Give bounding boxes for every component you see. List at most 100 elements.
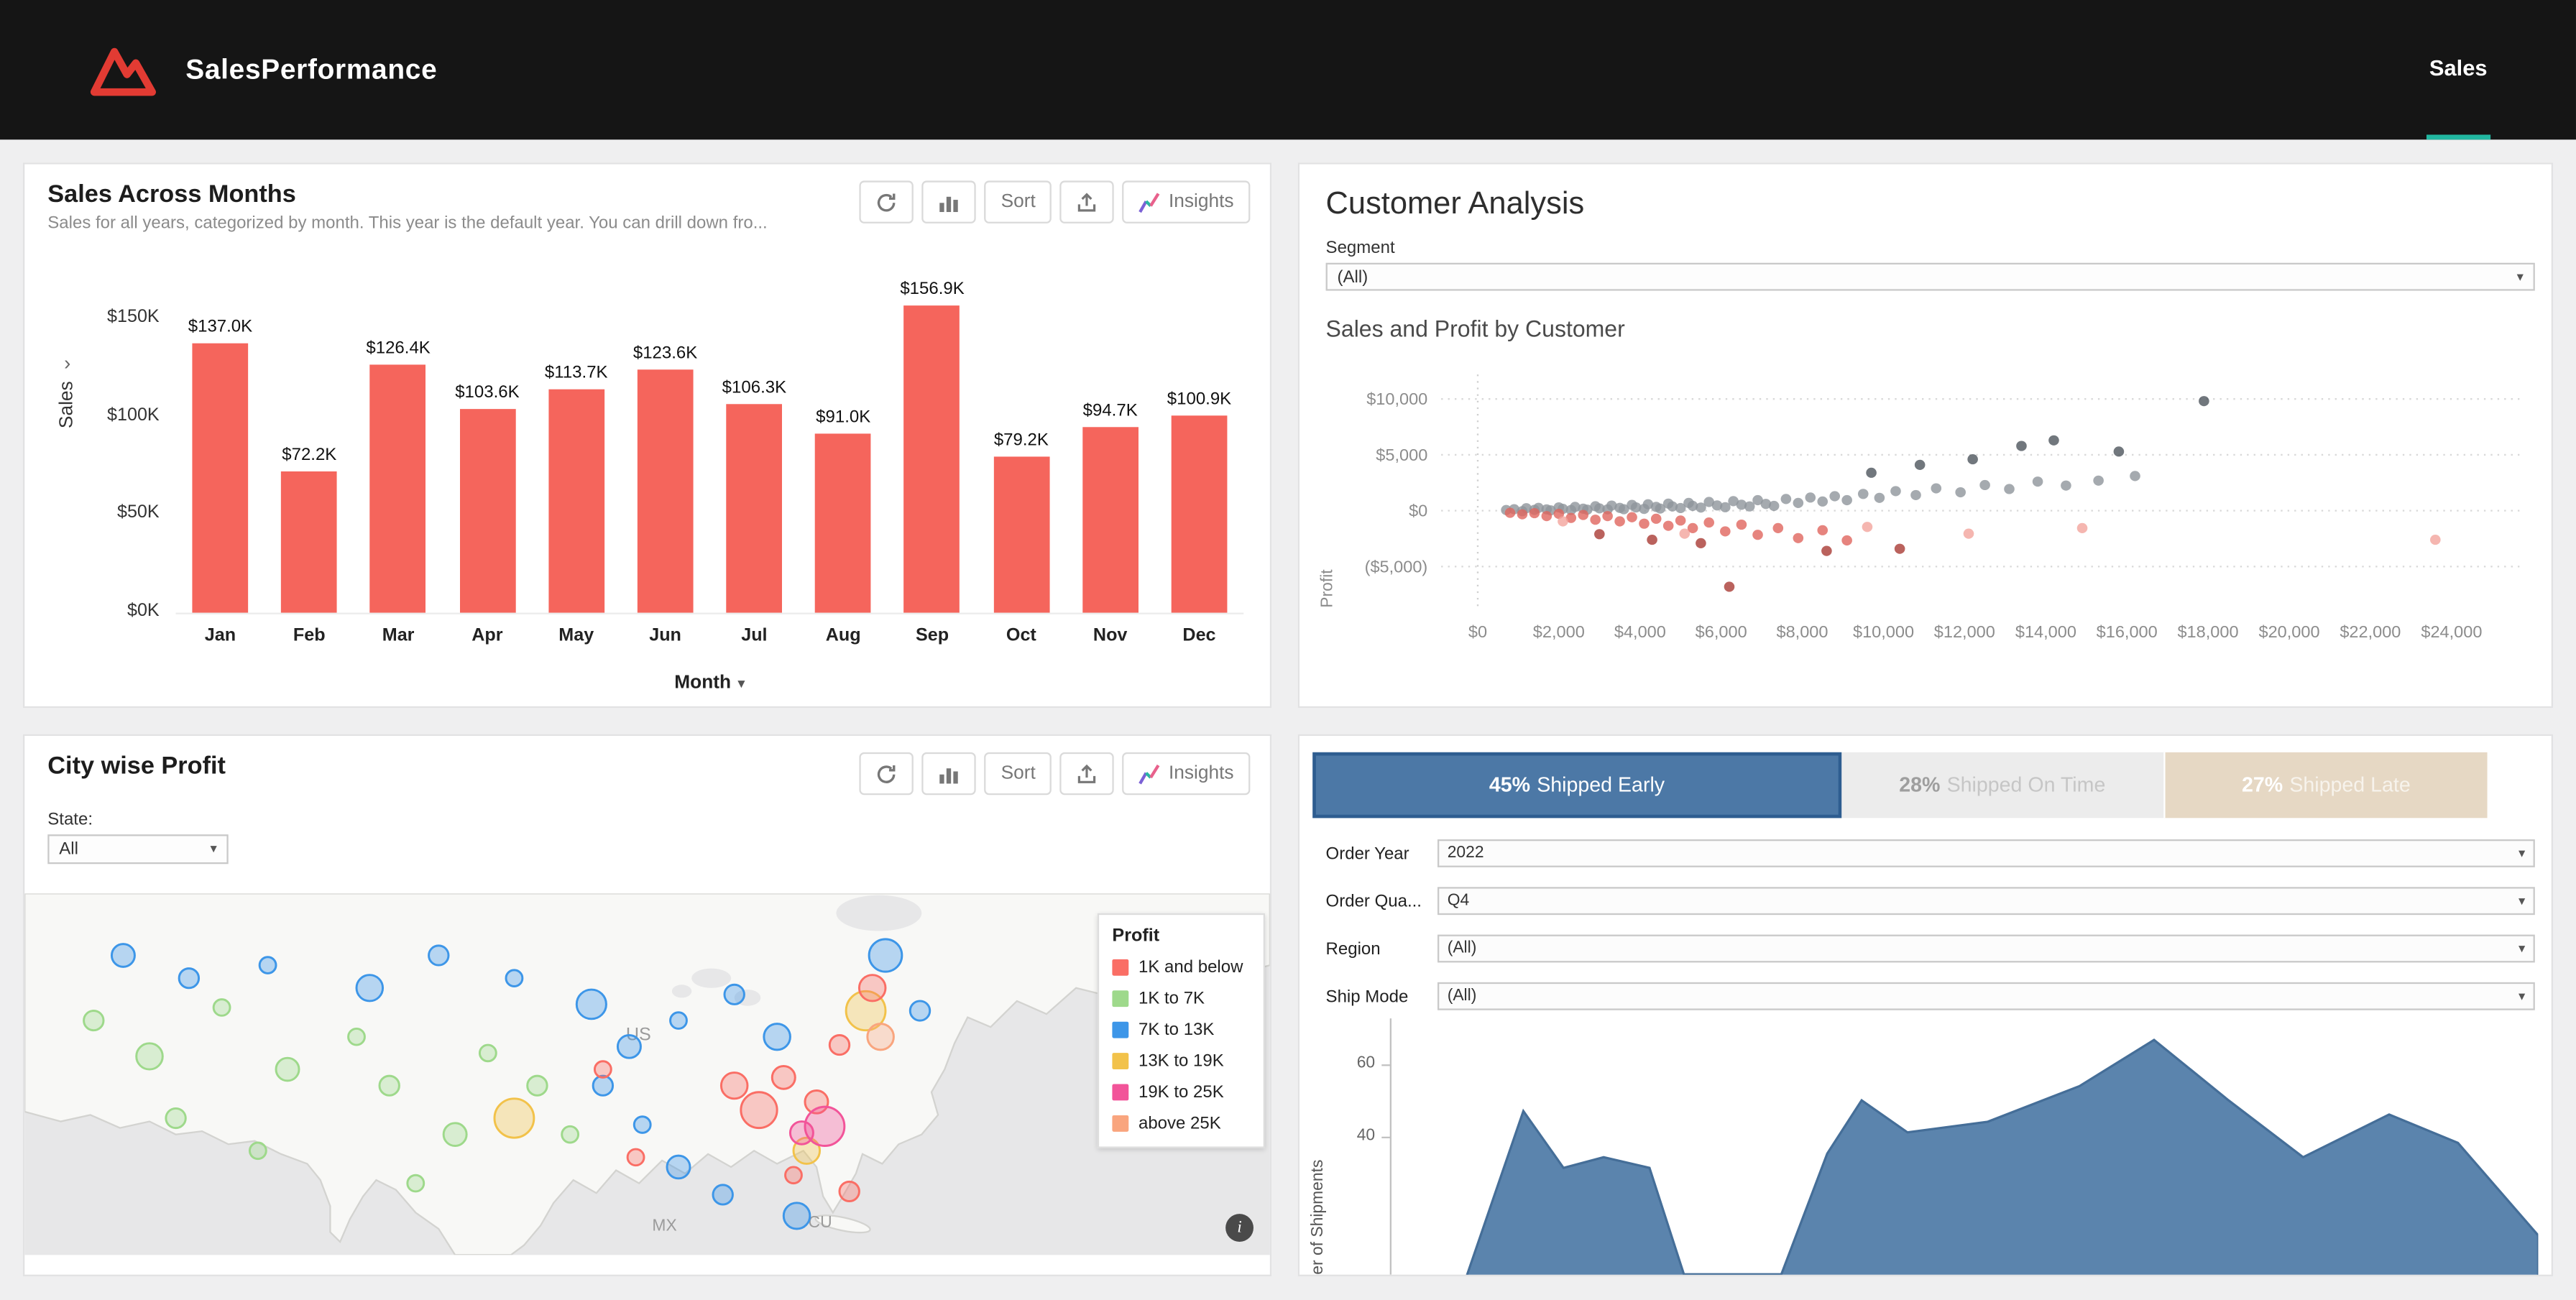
city-bubble[interactable] (355, 974, 385, 1002)
state-dropdown[interactable]: All ▾ (47, 834, 229, 865)
scatter-point[interactable] (1874, 492, 1885, 503)
city-bubble[interactable] (838, 1180, 860, 1202)
city-bubble[interactable] (561, 1125, 580, 1144)
filter-dropdown-order-year[interactable]: 2022 ▾ (1437, 839, 2535, 867)
legend-item[interactable]: 7K to 13K (1112, 1020, 1250, 1040)
scatter-point[interactable] (2048, 435, 2059, 446)
scatter-point[interactable] (2076, 522, 2088, 533)
city-bubble[interactable] (626, 1148, 645, 1167)
scatter-point[interactable] (1662, 520, 1674, 531)
scatter-point[interactable] (1614, 516, 1625, 527)
bar[interactable] (904, 305, 960, 613)
scatter-point[interactable] (1602, 511, 1613, 522)
filter-dropdown-order-qua[interactable]: Q4 ▾ (1437, 887, 2535, 916)
city-bubble[interactable] (804, 1105, 846, 1147)
scatter-point[interactable] (1590, 515, 1601, 525)
scatter-point[interactable] (2430, 534, 2441, 545)
bar[interactable] (459, 409, 515, 613)
scatter-point[interactable] (1955, 487, 1966, 498)
city-bubble[interactable] (406, 1174, 426, 1193)
city-bubble[interactable] (740, 1091, 778, 1130)
info-button[interactable]: i (1225, 1214, 1254, 1242)
scatter-point[interactable] (1687, 500, 1698, 512)
scatter-point[interactable] (1642, 499, 1654, 510)
export-button[interactable] (1060, 752, 1115, 796)
scatter-point[interactable] (1647, 534, 1657, 545)
insights-button[interactable]: Insights (1122, 180, 1251, 223)
bar[interactable] (192, 344, 249, 613)
city-bubble[interactable] (378, 1074, 400, 1097)
scatter-point[interactable] (1752, 494, 1763, 506)
chevron-right-icon[interactable]: › (64, 351, 71, 375)
scatter-point[interactable] (1720, 502, 1731, 512)
scatter-point[interactable] (1606, 500, 1617, 511)
city-bubble[interactable] (178, 967, 201, 990)
scatter-point[interactable] (1627, 512, 1637, 522)
scatter-point[interactable] (1675, 515, 1686, 526)
city-bubble[interactable] (165, 1107, 187, 1130)
sort-button[interactable]: Sort (984, 752, 1052, 796)
scatter-point[interactable] (2093, 475, 2104, 486)
scatter-point[interactable] (1667, 501, 1678, 512)
filter-dropdown-region[interactable]: (All) ▾ (1437, 934, 2535, 963)
city-bubble[interactable] (908, 1000, 932, 1022)
scatter-point[interactable] (1963, 528, 1974, 539)
scatter-point[interactable] (2032, 476, 2043, 487)
city-bubble[interactable] (505, 969, 524, 988)
bar[interactable] (1171, 415, 1228, 613)
scatter-point[interactable] (1558, 516, 1568, 527)
scatter-point[interactable] (1967, 453, 1978, 465)
scatter-point[interactable] (1793, 497, 1804, 508)
bar[interactable] (1082, 427, 1138, 613)
scatter-point[interactable] (1805, 492, 1816, 503)
scatter-point[interactable] (1817, 496, 1828, 507)
scatter-point[interactable] (1517, 509, 1528, 520)
scatter-point[interactable] (1703, 517, 1715, 528)
city-bubble[interactable] (593, 1060, 612, 1079)
segment-dropdown[interactable]: (All) ▾ (1325, 262, 2535, 291)
scatter-point[interactable] (1578, 510, 1589, 520)
scatter-point[interactable] (1862, 522, 1873, 533)
scatter-point[interactable] (1724, 581, 1735, 592)
insights-button[interactable]: Insights (1122, 752, 1251, 796)
nav-tab-sales[interactable]: Sales (2426, 0, 2491, 140)
bar[interactable] (548, 389, 604, 613)
bar[interactable] (815, 434, 872, 613)
scatter-point[interactable] (1793, 533, 1804, 543)
scatter-point[interactable] (1817, 525, 1828, 535)
scatter-point[interactable] (1728, 496, 1739, 507)
scatter-point[interactable] (1736, 519, 1747, 530)
scatter-point[interactable] (2016, 441, 2027, 451)
scatter-point[interactable] (1979, 479, 1990, 491)
scatter-point[interactable] (1768, 500, 1780, 512)
scatter-point[interactable] (1736, 499, 1747, 510)
scatter-point[interactable] (1857, 489, 1869, 499)
scatter-point[interactable] (1504, 507, 1516, 518)
scatter-point[interactable] (2004, 484, 2015, 494)
scatter-point[interactable] (1752, 530, 1763, 540)
city-bubble[interactable] (347, 1027, 366, 1046)
city-bubble[interactable] (258, 956, 277, 974)
city-bubble[interactable] (592, 1074, 615, 1097)
city-bubble[interactable] (575, 988, 607, 1020)
scatter-point[interactable] (1541, 511, 1552, 522)
city-bubble[interactable] (828, 1034, 851, 1056)
legend-item[interactable]: 19K to 25K (1112, 1082, 1250, 1102)
city-bubble[interactable] (866, 1023, 895, 1051)
tab-shipped-on-time[interactable]: 28% Shipped On Time (1841, 752, 2166, 819)
bar[interactable] (637, 370, 694, 613)
scatter-point[interactable] (1931, 483, 1942, 494)
city-bubble[interactable] (526, 1074, 548, 1097)
city-bubble[interactable] (442, 1122, 468, 1147)
scatter-point[interactable] (1679, 528, 1690, 539)
city-bubble[interactable] (723, 983, 745, 1005)
export-button[interactable] (1060, 180, 1115, 223)
scatter-point[interactable] (1565, 512, 1577, 523)
city-bubble[interactable] (83, 1010, 105, 1032)
scatter-point[interactable] (1760, 499, 1772, 510)
scatter-point[interactable] (1866, 467, 1877, 478)
refresh-button[interactable] (860, 180, 914, 223)
city-bubble[interactable] (275, 1056, 300, 1082)
tab-shipped-late[interactable]: 27% Shipped Late (2165, 752, 2488, 819)
